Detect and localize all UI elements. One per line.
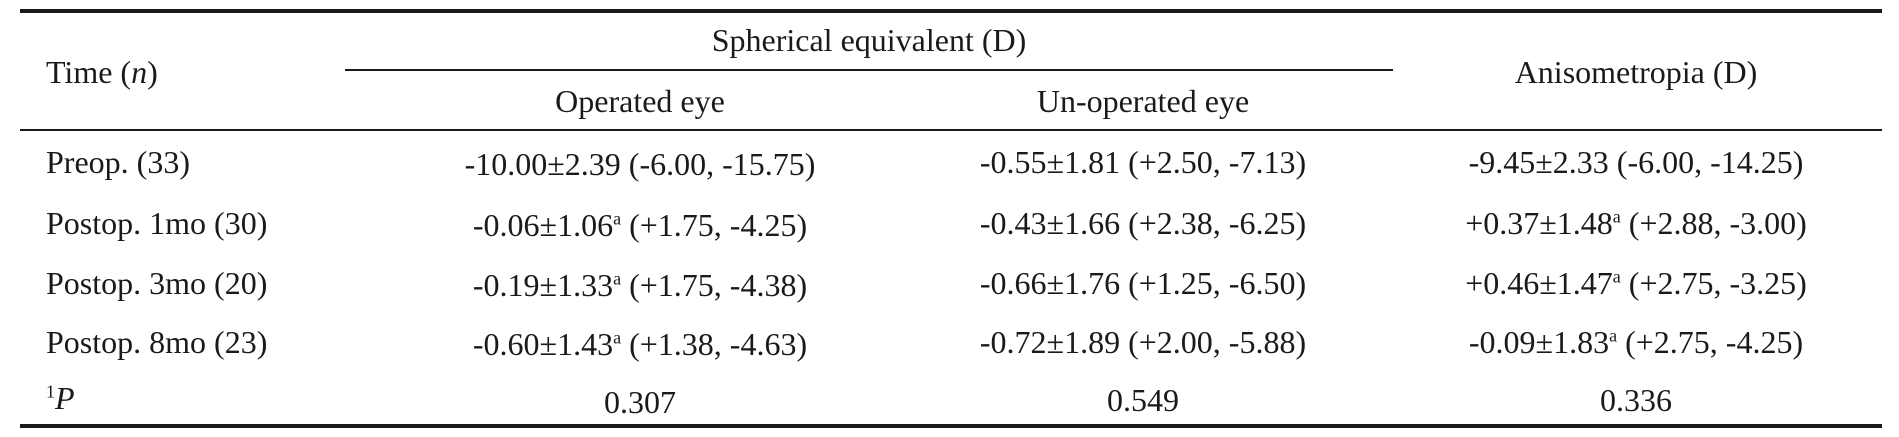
value-main: -0.66±1.76 — [979, 265, 1121, 301]
header-operated-eye: Operated eye — [555, 83, 725, 119]
value-superscript: a — [1612, 206, 1621, 227]
bottom-rule — [20, 424, 1882, 428]
header-time-label: Time ( — [46, 54, 132, 90]
p-value-operated: 0.307 — [604, 384, 676, 420]
value-main: -10.00±2.39 — [464, 146, 621, 182]
value-superscript: a — [613, 268, 622, 289]
header-anisometropia: Anisometropia (D) — [1514, 54, 1758, 90]
row-operated-value: -10.00±2.39 (-6.00, -15.75) — [465, 144, 816, 184]
spherical-equivalent-underline — [345, 69, 1393, 71]
value-superscript: a — [613, 208, 622, 229]
value-range: (-6.00, -14.25) — [1608, 144, 1804, 180]
row-time: Postop. 8mo (23) — [46, 324, 268, 360]
row-operated-value: -0.19±1.33a (+1.75, -4.38) — [473, 265, 807, 305]
row-aniso-value: +0.46±1.47a (+2.75, -3.25) — [1465, 263, 1807, 303]
p-value-unoperated: 0.549 — [1107, 382, 1179, 418]
value-range: (+1.75, -4.38) — [621, 267, 808, 303]
row-unoperated-value: -0.66±1.76 (+1.25, -6.50) — [980, 263, 1306, 303]
value-main: -0.06±1.06 — [472, 207, 614, 243]
value-range: (+2.50, -7.13) — [1120, 144, 1307, 180]
row-unoperated-value: -0.55±1.81 (+2.50, -7.13) — [980, 142, 1306, 182]
value-range: (+2.75, -4.25) — [1617, 324, 1804, 360]
header-rule — [20, 129, 1882, 131]
row-unoperated-value: -0.43±1.66 (+2.38, -6.25) — [980, 203, 1306, 243]
header-time-close: ) — [147, 54, 158, 90]
value-superscript: a — [1612, 266, 1621, 287]
value-main: -0.60±1.43 — [472, 326, 614, 362]
value-range: (+2.00, -5.88) — [1120, 324, 1307, 360]
value-range: (+1.25, -6.50) — [1120, 265, 1307, 301]
p-value-letter: P — [55, 380, 75, 416]
row-aniso-value: -0.09±1.83a (+2.75, -4.25) — [1469, 322, 1803, 362]
value-main: +0.37±1.48 — [1465, 205, 1613, 241]
value-main: -0.09±1.83 — [1468, 324, 1610, 360]
header-time: Time (n) — [46, 52, 158, 92]
value-main: -0.55±1.81 — [979, 144, 1121, 180]
top-rule — [20, 9, 1882, 13]
row-operated-value: -0.06±1.06a (+1.75, -4.25) — [473, 205, 807, 245]
row-time: Preop. (33) — [46, 144, 190, 180]
value-range: (+1.75, -4.25) — [621, 207, 808, 243]
row-time: Postop. 3mo (20) — [46, 265, 268, 301]
value-superscript: a — [1609, 325, 1618, 346]
value-main: -0.43±1.66 — [979, 205, 1121, 241]
value-main: -0.72±1.89 — [979, 324, 1121, 360]
header-unoperated-eye: Un-operated eye — [1036, 83, 1250, 119]
row-time: Postop. 1mo (30) — [46, 205, 268, 241]
value-main: +0.46±1.47 — [1465, 265, 1613, 301]
row-operated-value: -0.60±1.43a (+1.38, -4.63) — [473, 324, 807, 364]
p-value-superscript: 1 — [46, 381, 55, 402]
value-range: (+2.75, -3.25) — [1620, 265, 1807, 301]
row-aniso-value: -9.45±2.33 (-6.00, -14.25) — [1469, 142, 1804, 182]
value-superscript: a — [613, 327, 622, 348]
value-range: (-6.00, -15.75) — [620, 146, 816, 182]
p-value-label: 1P — [46, 378, 75, 418]
value-main: -9.45±2.33 — [1468, 144, 1609, 180]
header-spherical-equivalent: Spherical equivalent (D) — [711, 22, 1027, 58]
p-value-aniso: 0.336 — [1600, 382, 1672, 418]
value-range: (+2.88, -3.00) — [1620, 205, 1807, 241]
row-aniso-value: +0.37±1.48a (+2.88, -3.00) — [1465, 203, 1807, 243]
row-unoperated-value: -0.72±1.89 (+2.00, -5.88) — [980, 322, 1306, 362]
value-range: (+1.38, -4.63) — [621, 326, 808, 362]
header-time-n: n — [131, 54, 148, 90]
value-main: -0.19±1.33 — [472, 267, 614, 303]
value-range: (+2.38, -6.25) — [1120, 205, 1307, 241]
